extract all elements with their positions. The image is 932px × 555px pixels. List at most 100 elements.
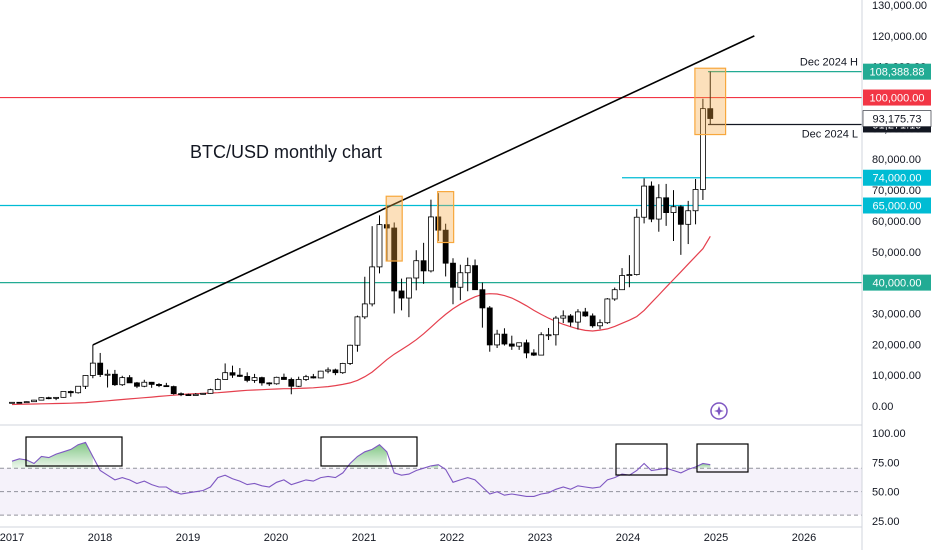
chart-title: BTC/USD monthly chart <box>190 142 382 162</box>
y-tick-label: 80,000.00 <box>872 154 921 166</box>
candle-body <box>677 206 684 225</box>
candle-body <box>648 185 655 220</box>
candle-body <box>303 376 309 380</box>
candle <box>207 388 214 394</box>
candle-body <box>339 363 346 374</box>
candle-body <box>97 362 104 375</box>
rsi-tick-label: 25.00 <box>872 516 900 528</box>
candle-body <box>663 197 670 213</box>
candle <box>501 328 508 346</box>
candle-body <box>405 277 412 299</box>
candle <box>16 401 23 404</box>
candle-body <box>494 333 501 346</box>
candle-body <box>479 289 486 309</box>
candle-body <box>420 260 427 272</box>
candle-body <box>641 185 647 218</box>
rsi-tick-label: 100.00 <box>872 428 906 440</box>
rsi-line <box>11 441 711 497</box>
y-tick-label: 30,000.00 <box>872 308 921 320</box>
candle-body <box>134 382 140 387</box>
candle-body <box>60 391 67 398</box>
candle-body <box>626 274 633 276</box>
candle <box>405 277 412 318</box>
candle <box>464 257 471 292</box>
candle <box>516 342 523 350</box>
candle <box>67 390 74 397</box>
level-price-label: 40,000.00 <box>873 278 922 290</box>
current-price-tag <box>862 110 932 127</box>
candle <box>244 372 251 383</box>
candle-body <box>391 227 398 292</box>
highlight-box <box>694 67 727 136</box>
candle <box>75 385 82 394</box>
candle-body <box>450 262 456 288</box>
candle <box>60 391 67 398</box>
candle-body <box>53 396 59 399</box>
candle <box>97 352 104 378</box>
rsi-tick-label: 50.00 <box>872 487 900 499</box>
candle-body <box>655 197 662 220</box>
candle-body <box>332 369 339 374</box>
candle <box>633 208 640 276</box>
candle-body <box>347 344 354 364</box>
candle-body <box>258 377 265 384</box>
level-price-label: 65,000.00 <box>873 201 922 213</box>
candle <box>9 401 15 404</box>
candle <box>648 181 655 223</box>
candle <box>589 313 596 328</box>
x-tick-label: 2026 <box>792 532 816 544</box>
candle-body <box>170 386 177 395</box>
candle <box>457 264 464 301</box>
candle-body <box>442 229 449 264</box>
x-tick-label: 2021 <box>352 532 376 544</box>
candle <box>310 373 317 379</box>
candle <box>112 369 118 386</box>
candle-body <box>611 289 618 300</box>
candle <box>692 178 699 225</box>
candle <box>258 376 265 386</box>
candle-body <box>501 333 508 345</box>
candle-body <box>553 317 559 336</box>
y-tick-label: 70,000.00 <box>872 185 921 197</box>
y-tick-label: 20,000.00 <box>872 339 921 351</box>
candle <box>126 375 133 384</box>
candle <box>332 368 339 376</box>
candle-body <box>126 377 133 384</box>
candle-body <box>398 290 405 299</box>
candle-body <box>560 315 567 319</box>
level-name-label: Dec 2024 H <box>800 57 858 69</box>
candle <box>700 98 706 200</box>
candle-body <box>31 399 37 403</box>
candle-body <box>413 260 420 279</box>
candle <box>178 392 184 397</box>
candle-body <box>148 381 155 385</box>
candle <box>200 392 207 395</box>
candle-body <box>207 389 214 394</box>
candle <box>383 205 390 262</box>
candle-body <box>295 379 302 387</box>
candle-body <box>185 394 192 396</box>
sparkle-icon-star <box>714 406 724 416</box>
candle <box>53 396 59 401</box>
level-price-label: 100,000.00 <box>869 93 924 105</box>
candle <box>523 339 530 359</box>
candle-body <box>486 307 493 346</box>
candle <box>619 268 625 291</box>
level-price-tag <box>863 169 931 186</box>
candle-body <box>163 385 170 388</box>
candle-body <box>685 210 692 225</box>
level-price-label: 74,000.00 <box>873 173 922 185</box>
candle <box>354 315 361 352</box>
candle <box>567 314 574 327</box>
candle <box>361 276 368 320</box>
candle <box>641 178 647 224</box>
rsi-annotation-box <box>615 443 668 476</box>
candle <box>45 396 52 400</box>
candle <box>655 184 662 232</box>
candle-body <box>251 377 258 381</box>
candle <box>626 255 633 288</box>
level-price-tag <box>863 274 931 291</box>
current-price-label: 93,175.73 <box>873 114 922 126</box>
